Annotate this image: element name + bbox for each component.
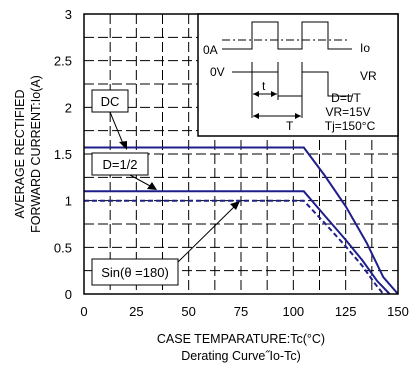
label-0a: 0A <box>203 43 218 57</box>
svg-text:Sin(θ =180): Sin(θ =180) <box>101 265 169 280</box>
x-axis-title: CASE TEMPARATURE:Tc(°C) <box>157 332 325 346</box>
waveform-inset: 0A Io 0V VR t T D=t/T VR=15V Tj=150°C <box>197 13 399 137</box>
y-tick-label: 0.5 <box>54 240 72 255</box>
label-t: t <box>262 79 266 93</box>
condition-vr: VR=15V <box>325 105 370 119</box>
series-line-2 <box>84 199 385 295</box>
label-io: Io <box>360 41 370 55</box>
x-tick-label: 0 <box>80 304 87 319</box>
y-tick-label: 3 <box>65 7 72 22</box>
series-line-1 <box>84 190 391 295</box>
y-tick-label: 2.5 <box>54 54 72 69</box>
y-tick-label: 1.5 <box>54 147 72 162</box>
condition-duty: D=t/T <box>331 91 361 105</box>
label-period: T <box>286 119 294 133</box>
x-tick-labels: 0 25 50 75 100 125 150 <box>80 304 408 319</box>
x-tick-label: 100 <box>282 304 304 319</box>
current-waveform <box>222 21 352 50</box>
label-d-half: D=1/2 <box>91 152 157 190</box>
curves <box>84 146 399 295</box>
y-axis-title-line1: AVERAGE RECTIFIED <box>13 90 27 219</box>
x-tick-label: 150 <box>387 304 409 319</box>
x-tick-label: 50 <box>181 304 195 319</box>
label-0v: 0V <box>210 65 225 79</box>
label-dc: DC <box>91 89 129 150</box>
y-tick-label: 1 <box>65 194 72 209</box>
y-tick-labels: 0 0.5 1 1.5 2 2.5 3 <box>54 7 72 302</box>
label-sin: Sin(θ =180) <box>91 201 240 286</box>
y-axis-title-line2: FORWARD CURRENT:Io(A) <box>29 75 43 233</box>
x-tick-label: 75 <box>234 304 248 319</box>
y-tick-label: 0 <box>65 287 72 302</box>
y-tick-label: 2 <box>65 100 72 115</box>
condition-tj: Tj=150°C <box>325 119 376 133</box>
svg-text:DC: DC <box>101 94 120 109</box>
x-tick-label: 25 <box>129 304 143 319</box>
svg-text:D=1/2: D=1/2 <box>102 157 137 172</box>
label-vr: VR <box>360 69 377 83</box>
chart-caption: Derating Curve˝Io-Tc) <box>181 349 300 363</box>
series-line-0 <box>84 146 399 295</box>
x-tick-label: 125 <box>335 304 357 319</box>
